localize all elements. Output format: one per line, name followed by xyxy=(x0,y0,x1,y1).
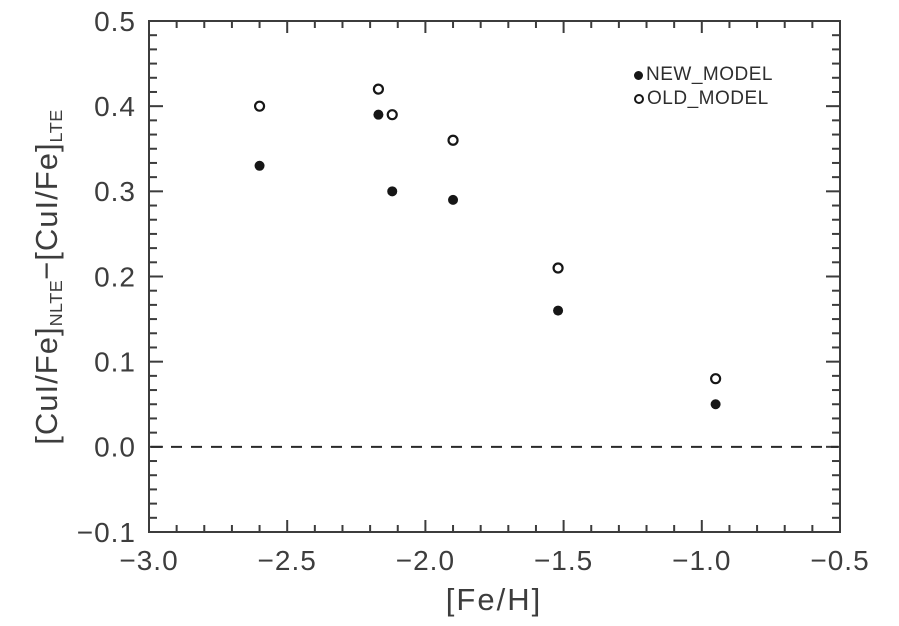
legend: NEW_MODEL OLD_MODEL xyxy=(634,63,773,111)
y-axis-label-subscript: NLTE xyxy=(46,279,67,327)
x-tick-label: −2.5 xyxy=(258,545,317,576)
x-tick-label: −1.5 xyxy=(534,545,593,576)
legend-item-new-model: NEW_MODEL xyxy=(634,63,773,87)
data-point-old-model xyxy=(253,100,266,112)
legend-label-old-model: OLD_MODEL xyxy=(647,88,769,109)
x-tick-label: −0.5 xyxy=(810,545,869,576)
data-point-new-model xyxy=(448,194,459,205)
y-tick-label: 0.0 xyxy=(94,432,136,463)
y-axis-label-text: − xyxy=(28,260,64,280)
series-old-model xyxy=(253,83,722,385)
y-tick-label: 0.3 xyxy=(94,176,136,207)
y-tick-label: 0.4 xyxy=(94,91,136,122)
data-point-new-model xyxy=(710,399,721,410)
data-point-old-model xyxy=(447,134,459,146)
data-point-old-model xyxy=(372,83,385,95)
y-tick-label: 0.2 xyxy=(94,261,136,292)
y-tick-label: 0.1 xyxy=(94,346,136,377)
filled-circle-marker-icon xyxy=(634,70,643,80)
data-point-old-model xyxy=(386,109,398,121)
axis-ticks xyxy=(148,20,841,533)
x-tick-label: −2.0 xyxy=(396,545,455,576)
y-tick-label: 0.5 xyxy=(94,6,136,37)
y-axis-label-text: [CuI/Fe] xyxy=(28,142,64,261)
open-circle-marker-icon xyxy=(634,94,644,104)
data-point-old-model xyxy=(552,262,564,274)
data-point-new-model xyxy=(254,160,265,171)
series-new-model xyxy=(254,109,721,410)
y-axis-label-text: [CuI/Fe] xyxy=(28,326,64,445)
data-point-new-model xyxy=(373,109,384,120)
x-tick-label: −3.0 xyxy=(119,545,178,576)
x-axis-label: [Fe/H] xyxy=(445,582,543,617)
data-point-new-model xyxy=(553,305,564,316)
data-point-old-model xyxy=(710,373,722,385)
y-axis-label-subscript: LTE xyxy=(46,109,67,143)
y-axis-label: [CuI/Fe]NLTE−[CuI/Fe]LTE xyxy=(29,109,67,444)
y-tick-label: −0.1 xyxy=(77,517,136,548)
legend-label-new-model: NEW_MODEL xyxy=(646,64,773,85)
data-point-new-model xyxy=(387,186,398,197)
legend-item-old-model: OLD_MODEL xyxy=(634,87,773,111)
x-tick-label: −1.0 xyxy=(672,545,731,576)
